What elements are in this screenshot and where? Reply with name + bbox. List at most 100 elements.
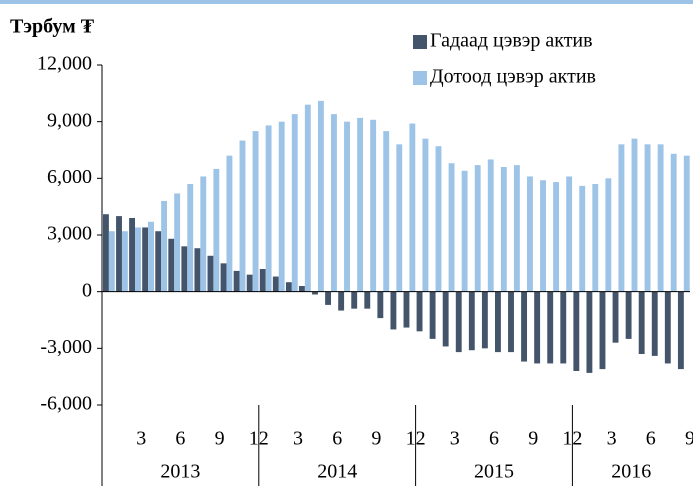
bar bbox=[592, 184, 599, 292]
year-label: 2013 bbox=[160, 461, 200, 483]
bar bbox=[246, 274, 253, 292]
bar bbox=[474, 165, 481, 292]
bar bbox=[220, 263, 227, 292]
year-label: 2016 bbox=[611, 461, 651, 483]
bar bbox=[396, 144, 403, 292]
bar bbox=[618, 144, 625, 292]
bar bbox=[553, 182, 560, 292]
x-tick-label: 9 bbox=[215, 428, 225, 450]
x-tick-label: 3 bbox=[136, 428, 146, 450]
bar bbox=[670, 153, 677, 292]
bar bbox=[435, 146, 442, 292]
y-tick-label: 3,000 bbox=[47, 223, 92, 245]
bar bbox=[304, 104, 311, 292]
bar bbox=[429, 291, 436, 339]
bar bbox=[586, 291, 593, 373]
bar bbox=[174, 193, 181, 292]
bar bbox=[573, 291, 580, 371]
legend-swatch bbox=[413, 71, 427, 85]
bar bbox=[599, 291, 606, 370]
bar bbox=[239, 140, 246, 292]
bar bbox=[422, 138, 429, 292]
bar bbox=[612, 291, 619, 343]
bar bbox=[357, 117, 364, 292]
x-tick-label: 9 bbox=[371, 428, 381, 450]
bar bbox=[625, 291, 632, 339]
bar bbox=[442, 291, 449, 347]
bar bbox=[461, 170, 468, 292]
y-tick-label: 6,000 bbox=[47, 166, 92, 188]
bar bbox=[291, 114, 298, 292]
bar bbox=[331, 114, 337, 292]
bar bbox=[657, 144, 664, 292]
x-tick-label: 6 bbox=[175, 428, 185, 450]
bar bbox=[455, 291, 462, 353]
bar bbox=[226, 155, 233, 292]
bar bbox=[351, 291, 358, 309]
year-label: 2015 bbox=[474, 461, 514, 483]
bar bbox=[448, 163, 455, 292]
x-tick-label: 6 bbox=[332, 428, 342, 450]
bar bbox=[560, 291, 567, 364]
bar bbox=[521, 291, 528, 362]
bar bbox=[252, 131, 259, 292]
bar bbox=[213, 168, 220, 292]
bar bbox=[513, 165, 520, 292]
bar bbox=[142, 227, 149, 292]
bar bbox=[364, 291, 371, 309]
bar bbox=[683, 155, 690, 292]
bar bbox=[487, 159, 494, 292]
bar bbox=[187, 184, 194, 292]
bar bbox=[207, 255, 214, 292]
bar bbox=[338, 291, 345, 311]
y-tick-label: 12,000 bbox=[37, 53, 92, 75]
bar bbox=[299, 286, 305, 292]
bar bbox=[644, 144, 651, 292]
bar bbox=[383, 131, 390, 292]
bar bbox=[390, 291, 397, 330]
bar bbox=[168, 238, 175, 292]
bar bbox=[416, 291, 423, 332]
chart-title: Тэрбум ₮ bbox=[10, 16, 95, 38]
bar bbox=[278, 121, 285, 292]
y-tick-label: -6,000 bbox=[40, 393, 92, 415]
bar bbox=[108, 231, 115, 292]
bar bbox=[317, 100, 324, 292]
bar bbox=[481, 291, 488, 349]
bar bbox=[129, 218, 136, 292]
x-tick-label: 9 bbox=[685, 428, 693, 450]
x-tick-label: 3 bbox=[607, 428, 617, 450]
bar bbox=[121, 231, 128, 292]
bar bbox=[403, 291, 410, 328]
bar bbox=[540, 180, 546, 292]
bar bbox=[605, 178, 612, 292]
bar bbox=[233, 270, 240, 292]
x-tick-label: 6 bbox=[489, 428, 499, 450]
bar bbox=[638, 291, 645, 354]
year-label: 2014 bbox=[317, 461, 357, 483]
bar bbox=[527, 176, 533, 292]
bar bbox=[677, 291, 684, 370]
x-tick-label: 6 bbox=[646, 428, 656, 450]
bar bbox=[534, 291, 541, 364]
x-tick-label: 3 bbox=[293, 428, 303, 450]
bar bbox=[547, 291, 554, 364]
bar bbox=[103, 214, 109, 292]
bar bbox=[344, 121, 350, 292]
bar bbox=[312, 291, 318, 295]
legend-swatch bbox=[413, 35, 427, 49]
bar bbox=[272, 276, 279, 292]
bar bbox=[194, 248, 201, 292]
bar bbox=[377, 291, 384, 319]
bar bbox=[500, 167, 507, 292]
x-tick-label: 3 bbox=[450, 428, 460, 450]
x-tick-label: 9 bbox=[528, 428, 538, 450]
bar bbox=[285, 282, 292, 292]
bar bbox=[409, 123, 416, 292]
legend-label: Гадаад цэвэр актив bbox=[430, 30, 593, 52]
bar bbox=[116, 216, 122, 292]
bar bbox=[161, 201, 168, 292]
bar bbox=[579, 185, 586, 292]
bar bbox=[508, 291, 514, 353]
